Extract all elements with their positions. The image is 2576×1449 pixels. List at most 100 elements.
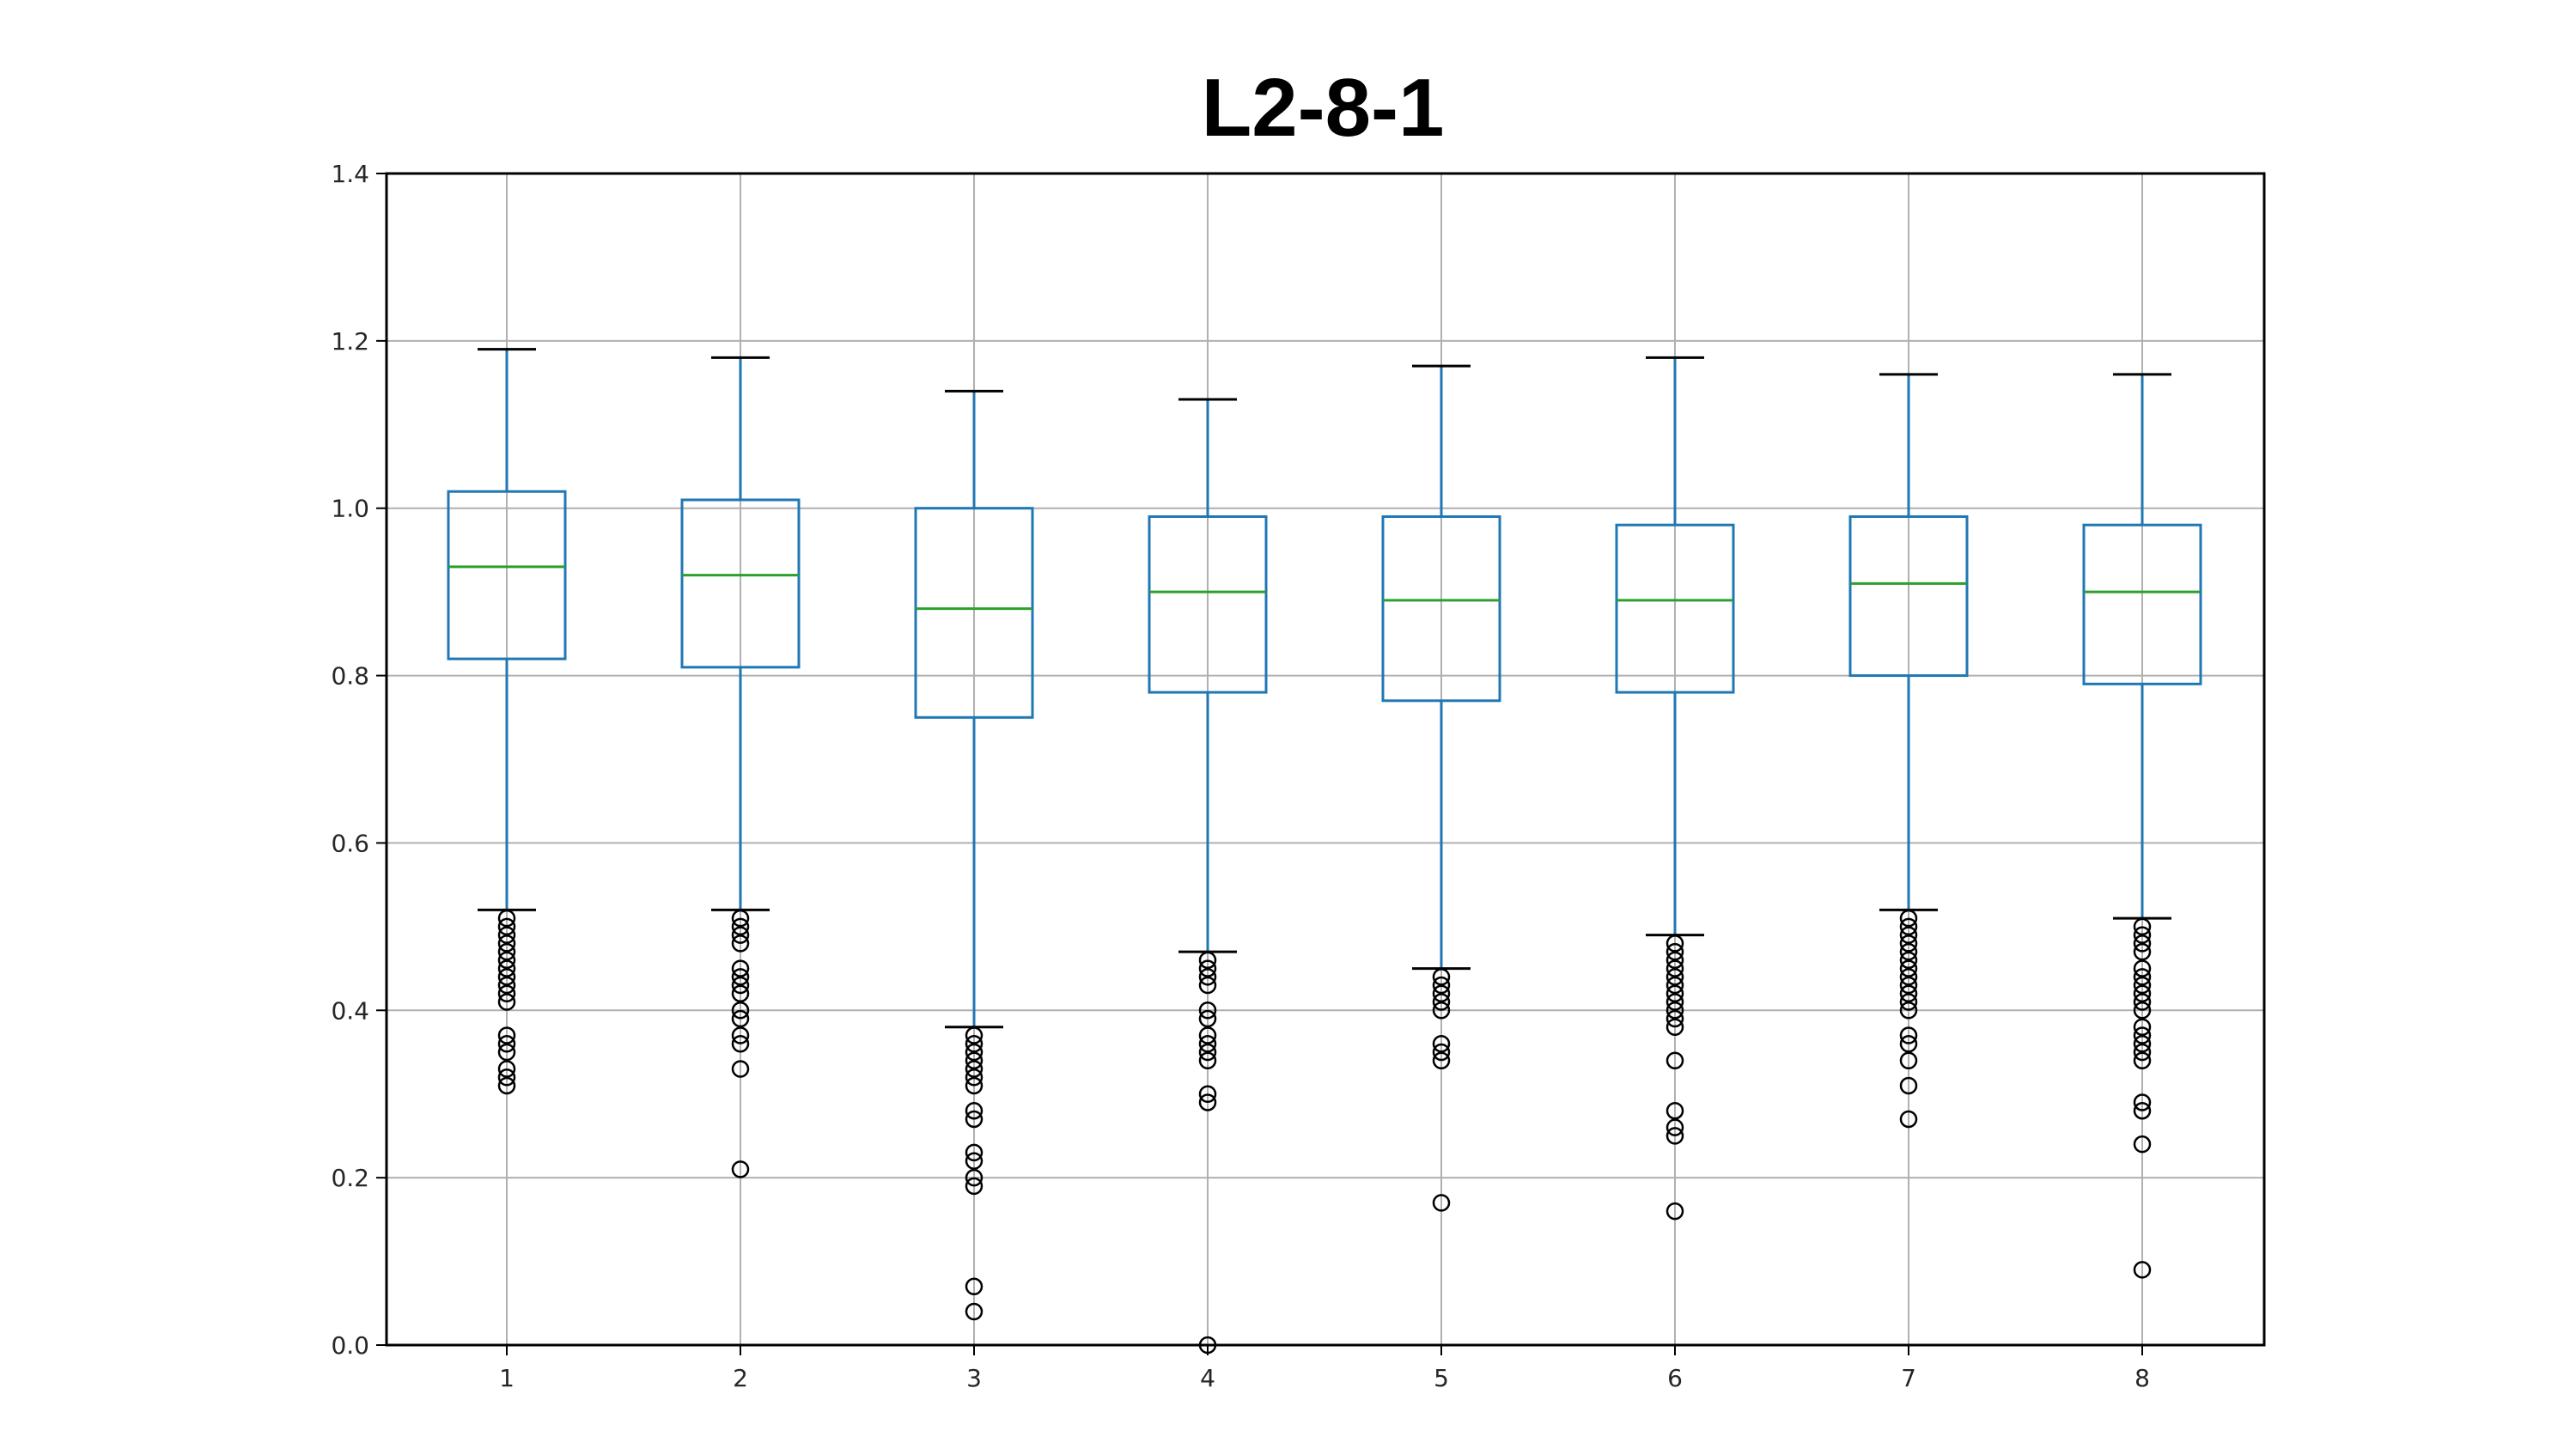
outlier-point bbox=[1666, 1127, 1684, 1145]
outlier-point bbox=[1899, 1051, 1918, 1069]
outlier-point bbox=[1432, 1194, 1451, 1212]
outlier-point bbox=[965, 1101, 984, 1120]
outlier-point bbox=[1432, 1043, 1451, 1062]
outlier-point bbox=[1899, 984, 1918, 1003]
outlier-point bbox=[731, 959, 750, 977]
outlier-point bbox=[1198, 976, 1217, 995]
outlier-point bbox=[497, 1026, 516, 1044]
box-group-2 bbox=[680, 356, 801, 1178]
x-tick-label: 5 bbox=[1434, 1364, 1449, 1392]
outlier-point bbox=[1432, 976, 1451, 995]
x-tick-label: 1 bbox=[499, 1364, 515, 1392]
x-tick-label: 8 bbox=[2134, 1364, 2150, 1392]
outlier-point bbox=[1198, 951, 1217, 970]
x-tick-label: 7 bbox=[1901, 1364, 1916, 1392]
outlier-point bbox=[2133, 917, 2152, 936]
outlier-point bbox=[1198, 1051, 1217, 1069]
outlier-point bbox=[1432, 1051, 1451, 1069]
outlier-point bbox=[1899, 1076, 1918, 1095]
outlier-point bbox=[1899, 909, 1918, 928]
outlier-point bbox=[2133, 1261, 2152, 1279]
outlier-point bbox=[965, 1043, 984, 1062]
y-tick-label: 0.4 bbox=[331, 996, 369, 1025]
outlier-point bbox=[731, 968, 750, 986]
outlier-point bbox=[2133, 984, 2152, 1003]
outlier-point bbox=[965, 1168, 984, 1187]
outlier-point bbox=[1899, 993, 1918, 1011]
outlier-point bbox=[1666, 935, 1684, 953]
box-iqr bbox=[1615, 523, 1735, 694]
outlier-point bbox=[497, 1076, 516, 1095]
outlier-point bbox=[497, 1060, 516, 1078]
outlier-point bbox=[1899, 942, 1918, 961]
outlier-point bbox=[965, 1035, 984, 1053]
outlier-point bbox=[965, 1051, 984, 1069]
outlier-point bbox=[965, 1177, 984, 1196]
y-axis: 0.0 0.2 0.4 0.6 0.8 1.0 1.2 1.4 bbox=[331, 160, 387, 1360]
outlier-point bbox=[497, 993, 516, 1011]
outlier-point bbox=[965, 1110, 984, 1129]
outlier-point bbox=[965, 1143, 984, 1162]
outlier-point bbox=[2133, 968, 2152, 986]
outlier-point bbox=[497, 959, 516, 977]
outlier-point bbox=[1666, 984, 1684, 1003]
outlier-point bbox=[497, 926, 516, 944]
outlier-point bbox=[2133, 1101, 2152, 1120]
outlier-point bbox=[2133, 1093, 2152, 1111]
outlier-point bbox=[731, 935, 750, 953]
outlier-point bbox=[497, 1035, 516, 1053]
outlier-point bbox=[1899, 1002, 1918, 1020]
outlier-point bbox=[965, 1277, 984, 1296]
outlier-point bbox=[2133, 1018, 2152, 1037]
outlier-point bbox=[731, 1160, 750, 1178]
outlier-point bbox=[1899, 1026, 1918, 1044]
x-axis: 1 2 3 4 5 6 7 8 bbox=[499, 1345, 2150, 1392]
box-iqr bbox=[2082, 523, 2202, 685]
outlier-point bbox=[1666, 942, 1684, 961]
outlier-point bbox=[1666, 993, 1684, 1011]
outlier-point bbox=[1666, 1051, 1684, 1069]
outlier-point bbox=[731, 1026, 750, 1044]
outlier-point bbox=[965, 1152, 984, 1170]
outlier-point bbox=[2133, 942, 2152, 961]
plot-frame bbox=[385, 172, 2266, 1347]
outlier-point bbox=[1198, 1093, 1217, 1111]
outlier-point bbox=[731, 1009, 750, 1028]
outlier-point bbox=[2133, 976, 2152, 995]
outlier-point bbox=[1899, 959, 1918, 977]
outlier-point bbox=[1432, 993, 1451, 1011]
outlier-point bbox=[1198, 959, 1217, 977]
outlier-point bbox=[497, 951, 516, 970]
outlier-point bbox=[1666, 1009, 1684, 1028]
outlier-point bbox=[731, 984, 750, 1003]
x-tick-label: 4 bbox=[1200, 1364, 1215, 1392]
outlier-point bbox=[965, 1026, 984, 1044]
box-iqr bbox=[1381, 514, 1501, 703]
outlier-point bbox=[1198, 1009, 1217, 1028]
box-group-1 bbox=[447, 348, 567, 1095]
outlier-point bbox=[2133, 1043, 2152, 1062]
outlier-point bbox=[1666, 959, 1684, 977]
y-tick-label: 1.0 bbox=[331, 495, 369, 523]
box-iqr bbox=[1848, 514, 1969, 678]
outlier-point bbox=[1432, 1002, 1451, 1020]
outlier-point bbox=[1432, 984, 1451, 1003]
outlier-point bbox=[1432, 1035, 1451, 1053]
outlier-point bbox=[1899, 951, 1918, 970]
x-tick-label: 2 bbox=[733, 1364, 748, 1392]
outlier-point bbox=[497, 984, 516, 1003]
box-group-5 bbox=[1381, 364, 1501, 1212]
outlier-point bbox=[731, 926, 750, 944]
outlier-point bbox=[1198, 1026, 1217, 1044]
outlier-point bbox=[2133, 926, 2152, 944]
outlier-point bbox=[1899, 1110, 1918, 1129]
outlier-point bbox=[731, 1002, 750, 1020]
outlier-point bbox=[1666, 1118, 1684, 1136]
outlier-point bbox=[1198, 1043, 1217, 1062]
outlier-point bbox=[1899, 917, 1918, 936]
y-tick-label: 0.8 bbox=[331, 662, 369, 691]
outlier-point bbox=[497, 968, 516, 986]
outlier-point bbox=[731, 909, 750, 928]
outlier-point bbox=[731, 1035, 750, 1053]
outlier-point bbox=[2133, 993, 2152, 1011]
